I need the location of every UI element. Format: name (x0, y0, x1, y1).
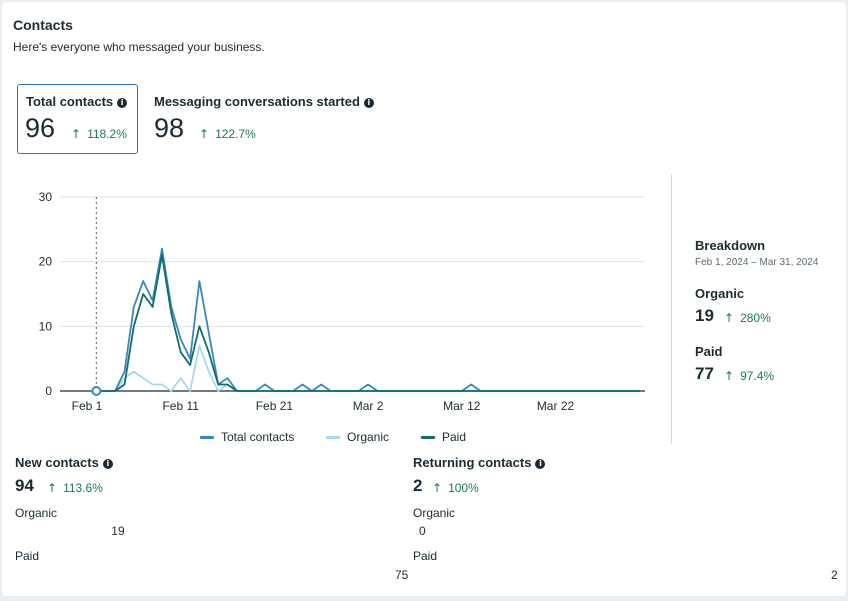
metric-card-change: ↑ 122.7% (199, 127, 256, 141)
metric-card-value: 96 (25, 113, 56, 143)
x-tick-label: Mar 2 (353, 399, 384, 413)
breakdown-paid-change: ↑ 97.4% (724, 369, 775, 383)
breakdown-divider (671, 174, 672, 444)
legend-swatch (421, 436, 435, 440)
info-icon[interactable]: i (535, 459, 546, 469)
breakdown-heading: Breakdown (695, 238, 766, 253)
info-icon[interactable]: i (117, 98, 128, 108)
legend-total-contacts[interactable]: Total contacts (200, 430, 294, 444)
contacts-line-chart[interactable]: 0 10 20 30 Feb 1 Feb 11 Feb 21 Mar 2 Mar 12 Mar 2… (0, 180, 660, 420)
returning-contacts-organic-value: 0 (419, 524, 426, 538)
arrow-up-icon: ↑ (724, 369, 735, 383)
legend-paid[interactable]: Paid (421, 430, 466, 444)
legend-swatch (326, 436, 340, 440)
legend-organic[interactable]: Organic (326, 430, 389, 444)
series-line-organic (96, 344, 640, 392)
y-tick-label: 10 (39, 319, 53, 333)
breakdown-date-range: Feb 1, 2024 – Mar 31, 2024 (695, 257, 819, 268)
returning-contacts-value: 2 (413, 476, 423, 495)
x-tick-label: Mar 12 (443, 399, 481, 413)
metric-card-total-contacts[interactable] (17, 84, 138, 154)
returning-contacts-heading: Returning contacts i (413, 455, 546, 470)
x-tick-label: Feb 1 (72, 399, 103, 413)
x-tick-label: Feb 11 (162, 399, 199, 413)
metric-card-label: Messaging conversations started i (154, 94, 374, 109)
breakdown-paid-label: Paid (695, 344, 723, 359)
new-contacts-organic-value: 19 (111, 524, 125, 538)
breakdown-organic-change: ↑ 280% (724, 311, 771, 325)
arrow-up-icon: ↑ (432, 481, 443, 495)
returning-contacts-paid-value: 2 (831, 568, 838, 582)
y-tick-label: 0 (45, 384, 52, 398)
new-contacts-change: ↑ 113.6% (47, 481, 103, 495)
metric-card-value: 98 (154, 113, 185, 143)
y-tick-label: 30 (39, 190, 53, 204)
new-contacts-paid-value: 75 (395, 568, 409, 582)
breakdown-organic-label: Organic (695, 286, 745, 301)
arrow-up-icon: ↑ (724, 311, 735, 325)
metric-card-label: Total contacts i (26, 94, 128, 109)
y-tick-label: 20 (39, 255, 53, 269)
new-contacts-heading: New contacts i (15, 455, 113, 470)
page-subtitle: Here's everyone who messaged your busine… (13, 40, 265, 54)
series-line-paid (96, 254, 640, 392)
new-contacts-paid-label: Paid (15, 549, 40, 563)
breakdown-organic-value: 19 (695, 306, 714, 325)
breakdown-paid-value: 77 (695, 364, 714, 383)
arrow-up-icon: ↑ (47, 481, 58, 495)
returning-contacts-change: ↑ 100% (432, 481, 479, 495)
returning-contacts-paid-label: Paid (413, 549, 438, 563)
legend-swatch (200, 436, 214, 440)
info-icon[interactable]: i (363, 98, 374, 108)
hover-marker-point (91, 386, 102, 396)
new-contacts-organic-label: Organic (15, 506, 58, 520)
returning-contacts-organic-label: Organic (413, 506, 456, 520)
arrow-up-icon: ↑ (199, 127, 210, 141)
series-line-total-contacts (96, 247, 640, 392)
page-title: Contacts (13, 17, 73, 33)
x-tick-label: Mar 22 (537, 399, 575, 413)
new-contacts-value: 94 (15, 476, 34, 495)
metric-card-change: ↑ 118.2% (71, 127, 127, 141)
arrow-up-icon: ↑ (71, 127, 82, 141)
info-icon[interactable]: i (102, 459, 113, 469)
x-tick-label: Feb 21 (256, 399, 294, 413)
